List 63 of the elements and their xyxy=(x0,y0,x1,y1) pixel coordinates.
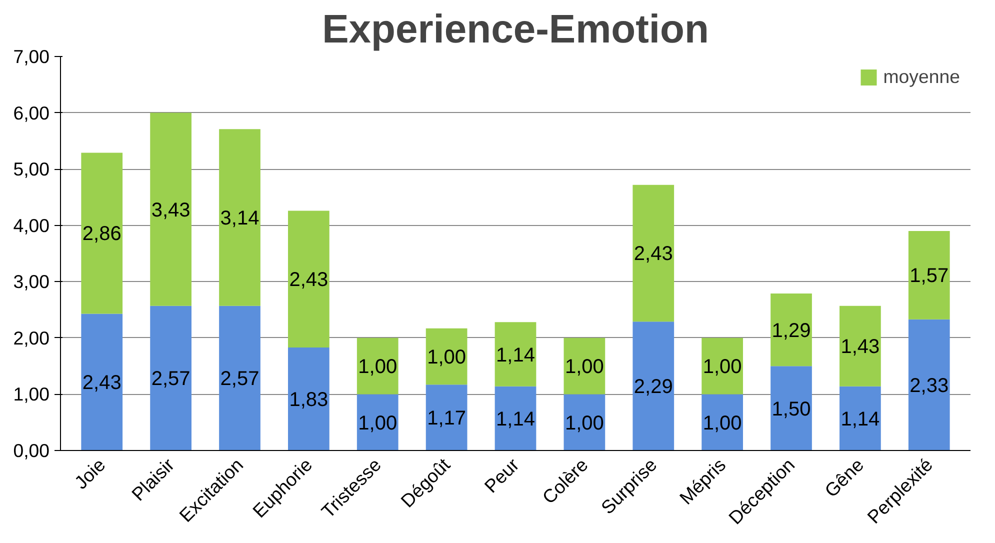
data-label: 2,86 xyxy=(82,223,122,246)
data-label: 1,57 xyxy=(910,265,949,288)
bar xyxy=(702,338,743,394)
bar xyxy=(632,184,674,322)
data-label: 1,50 xyxy=(772,398,811,420)
data-label: 1,17 xyxy=(427,408,466,430)
data-label: 1,00 xyxy=(702,412,742,434)
data-label: 1,00 xyxy=(702,356,742,378)
data-label: 3,14 xyxy=(220,207,260,230)
data-label: 2,43 xyxy=(634,243,673,266)
bar xyxy=(150,112,192,306)
bar xyxy=(288,210,330,348)
bar xyxy=(426,328,468,385)
bar xyxy=(564,338,606,394)
bar xyxy=(150,306,192,450)
bar xyxy=(908,319,950,450)
bar xyxy=(81,314,123,450)
y-tick-label: 1,00 xyxy=(13,384,50,405)
data-label: 2,57 xyxy=(220,368,260,390)
bar xyxy=(702,394,743,450)
y-tick-label: 5,00 xyxy=(13,158,50,180)
bar xyxy=(356,394,398,450)
x-tick-label: Joie xyxy=(70,454,110,494)
data-label: 1,14 xyxy=(840,408,880,430)
data-label: 1,29 xyxy=(772,320,811,342)
data-label: 2,43 xyxy=(82,372,122,394)
data-label: 1,14 xyxy=(496,344,535,366)
data-label: 1,00 xyxy=(564,356,604,378)
data-label: 2,43 xyxy=(289,269,328,292)
bar xyxy=(770,366,812,450)
bar xyxy=(494,386,536,450)
data-label: 2,29 xyxy=(634,376,673,398)
bar xyxy=(840,386,881,450)
data-label: 1,00 xyxy=(358,412,398,434)
data-label: 1,14 xyxy=(496,408,535,430)
y-tick-label: 0,00 xyxy=(13,440,50,461)
legend-label: moyenne xyxy=(883,66,960,88)
bar xyxy=(564,394,606,450)
bar xyxy=(840,306,881,386)
bar xyxy=(632,322,674,450)
bar xyxy=(219,306,260,450)
chart-title: Experience-Emotion xyxy=(322,8,709,52)
y-tick-label: 4,00 xyxy=(13,214,50,236)
bar xyxy=(81,152,123,314)
data-label: 3,43 xyxy=(151,199,190,222)
data-label: 1,83 xyxy=(289,389,328,411)
data-label: 2,57 xyxy=(151,368,190,390)
data-label: 2,33 xyxy=(910,374,949,397)
data-label: 1,00 xyxy=(427,346,466,369)
bar xyxy=(908,230,950,320)
data-label: 1,43 xyxy=(840,336,880,358)
bar xyxy=(356,338,398,394)
bar xyxy=(494,322,536,386)
bar xyxy=(426,384,468,450)
y-tick-label: 7,00 xyxy=(13,46,50,67)
data-label: 1,00 xyxy=(564,412,604,434)
bar xyxy=(770,293,812,366)
y-tick-label: 3,00 xyxy=(13,271,50,292)
y-tick-label: 2,00 xyxy=(13,327,50,348)
data-label: 1,00 xyxy=(358,356,398,378)
y-tick-label: 6,00 xyxy=(13,102,50,124)
bar xyxy=(288,347,330,450)
bar xyxy=(219,129,260,306)
